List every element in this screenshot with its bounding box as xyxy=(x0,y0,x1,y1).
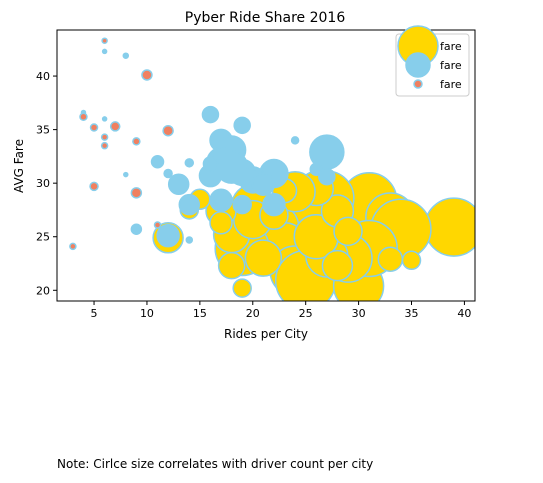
bubble-series-3 xyxy=(89,123,99,132)
x-tick-label: 15 xyxy=(193,307,207,320)
bubbles-layer xyxy=(69,37,475,301)
bubble-series-2 xyxy=(163,168,173,179)
bubble-series-3 xyxy=(153,221,162,229)
bubble-series-2 xyxy=(123,171,129,178)
bubble-series-3 xyxy=(101,37,108,44)
legend-label: fare xyxy=(440,59,462,72)
legend-label: fare xyxy=(440,78,462,91)
bubble-series-2 xyxy=(156,223,180,248)
bubble-series-1 xyxy=(232,278,252,298)
bubble-series-1 xyxy=(377,246,404,272)
bubble-series-3 xyxy=(130,187,143,199)
x-axis-label: Rides per City xyxy=(224,327,308,341)
x-tick-label: 5 xyxy=(91,307,98,320)
plot-frame xyxy=(56,29,476,302)
bubble-series-2 xyxy=(101,48,108,55)
bubble-series-3 xyxy=(79,112,88,122)
bubble-series-2 xyxy=(201,105,220,124)
y-axis-label: AVG Fare xyxy=(12,139,26,193)
bubble-series-2 xyxy=(232,194,252,215)
bubble-series-2 xyxy=(101,116,108,122)
legend-label: fare xyxy=(440,40,462,53)
legend: fare fare fare xyxy=(395,25,470,97)
bubble-series-2 xyxy=(122,52,130,59)
bubble-series-1 xyxy=(321,249,354,282)
x-tick-label: 20 xyxy=(246,307,260,320)
bubble-series-1 xyxy=(244,239,283,277)
x-tick-label: 35 xyxy=(405,307,419,320)
y-tick-label: 30 xyxy=(36,177,50,190)
bubble-series-3 xyxy=(100,141,109,150)
bubble-series-2 xyxy=(318,167,336,186)
y-tick-label: 20 xyxy=(36,284,50,297)
bubble-series-2 xyxy=(184,158,195,168)
x-tick-label: 30 xyxy=(352,307,366,320)
y-tick-label: 25 xyxy=(36,231,50,244)
bubble-series-2 xyxy=(130,223,143,235)
bubble-series-3 xyxy=(109,121,121,132)
bubble-series-1 xyxy=(401,250,422,271)
bubble-series-2 xyxy=(214,150,249,184)
bubble-series-2 xyxy=(185,236,194,244)
x-axis: 5 10 15 20 25 30 35 40 xyxy=(91,301,471,320)
bubble-series-3 xyxy=(69,242,77,251)
bubble-series-2 xyxy=(251,172,276,196)
bubble-series-2 xyxy=(209,188,233,213)
chart-title: Pyber Ride Share 2016 xyxy=(185,10,346,26)
bubble-series-2 xyxy=(233,116,251,135)
y-tick-label: 40 xyxy=(36,70,50,83)
x-tick-label: 40 xyxy=(457,307,471,320)
x-tick-label: 25 xyxy=(299,307,313,320)
bubble-series-2 xyxy=(167,173,190,195)
y-axis: 20 25 30 35 40 xyxy=(36,70,57,297)
legend-marker xyxy=(405,52,431,78)
bubble-series-1 xyxy=(217,251,246,280)
bubble-series-2 xyxy=(262,192,286,217)
bubble-series-1 xyxy=(333,216,363,247)
bubble-series-3 xyxy=(132,137,141,146)
bubble-series-2 xyxy=(290,136,300,145)
bubble-series-2 xyxy=(150,155,165,169)
size-note: Note: Cirlce size correlates with driver… xyxy=(57,457,374,471)
y-tick-label: 35 xyxy=(36,124,50,137)
bubble-series-3 xyxy=(162,124,174,137)
x-tick-label: 10 xyxy=(140,307,154,320)
bubble-series-2 xyxy=(202,156,219,172)
bubble-series-2 xyxy=(178,193,201,216)
bubble-series-3 xyxy=(100,133,109,141)
legend-marker xyxy=(413,79,423,89)
bubble-series-3 xyxy=(89,181,99,192)
bubble-series-3 xyxy=(141,69,153,81)
bubble-series-1 xyxy=(209,211,233,235)
bubble-series-1 xyxy=(424,197,475,257)
bubble-series-2 xyxy=(309,162,324,176)
